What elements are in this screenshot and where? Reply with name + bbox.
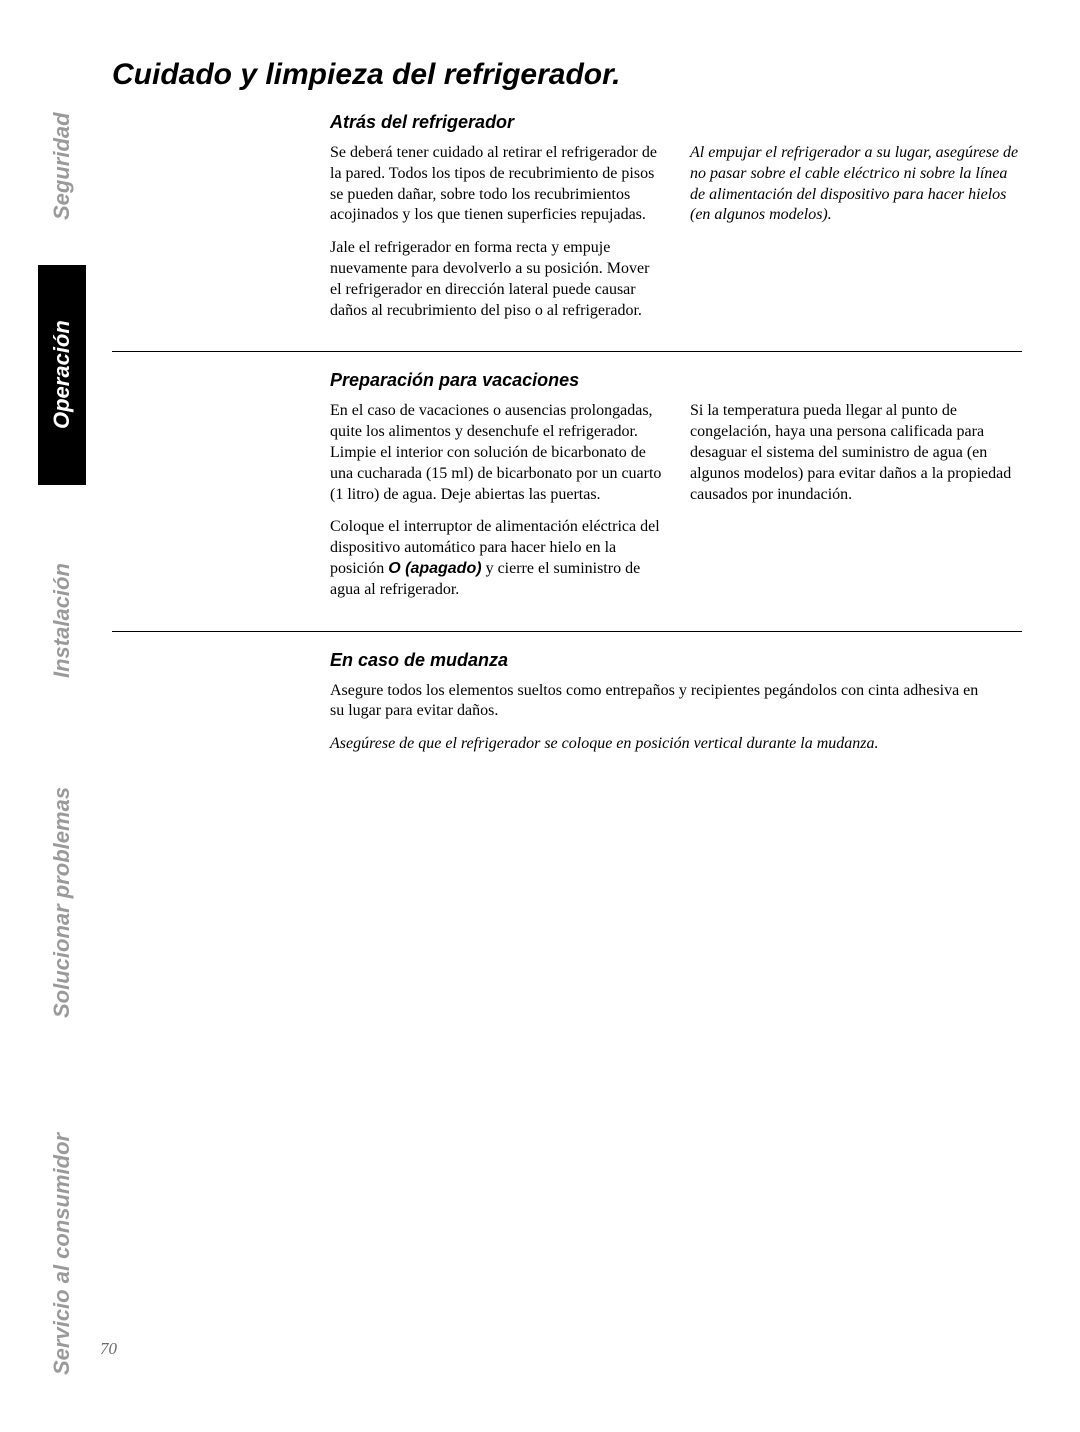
para: Jale el refrigerador en forma recta y em… xyxy=(330,238,662,321)
para: Si la temperatura pueda llegar al punto … xyxy=(690,401,1022,505)
col-left: Se deberá tener cuidado al retirar el re… xyxy=(330,143,662,333)
col-right: Si la temperatura pueda llegar al punto … xyxy=(690,401,1022,612)
para: Asegure todos los elementos sueltos como… xyxy=(330,681,990,723)
col-right: Al empujar el refrigerador a su lugar, a… xyxy=(690,143,1022,333)
heading-atras: Atrás del refrigerador xyxy=(330,112,1022,133)
section-vacaciones: Preparación para vacaciones En el caso d… xyxy=(112,370,1022,612)
tab-solucionar[interactable]: Solucionar problemas xyxy=(38,742,86,1062)
para: Coloque el interruptor de alimentación e… xyxy=(330,517,662,600)
tab-servicio[interactable]: Servicio al consumidor xyxy=(38,1076,86,1432)
tab-operacion[interactable]: Operación xyxy=(38,265,86,485)
section-atras: Atrás del refrigerador Se deberá tener c… xyxy=(112,112,1022,333)
sidebar-tabs: Seguridad Operación Instalación Solucion… xyxy=(38,82,86,1362)
para-italic: Al empujar el refrigerador a su lugar, a… xyxy=(690,143,1022,226)
page-number: 70 xyxy=(100,1339,117,1359)
tab-instalacion[interactable]: Instalación xyxy=(38,526,86,716)
divider xyxy=(112,631,1022,632)
content-area: Cuidado y limpieza del refrigerador. Atr… xyxy=(112,58,1022,773)
bold-text: O (apagado) xyxy=(388,560,481,577)
heading-mudanza: En caso de mudanza xyxy=(330,650,1022,671)
col-left: En el caso de vacaciones o ausencias pro… xyxy=(330,401,662,612)
page-title: Cuidado y limpieza del refrigerador. xyxy=(112,58,1022,92)
divider xyxy=(112,351,1022,352)
tab-seguridad[interactable]: Seguridad xyxy=(38,82,86,250)
para-italic: Asegúrese de que el refrigerador se colo… xyxy=(330,734,990,755)
section-mudanza: En caso de mudanza Asegure todos los ele… xyxy=(112,650,1022,755)
para: Se deberá tener cuidado al retirar el re… xyxy=(330,143,662,226)
para: En el caso de vacaciones o ausencias pro… xyxy=(330,401,662,505)
heading-vacaciones: Preparación para vacaciones xyxy=(330,370,1022,391)
